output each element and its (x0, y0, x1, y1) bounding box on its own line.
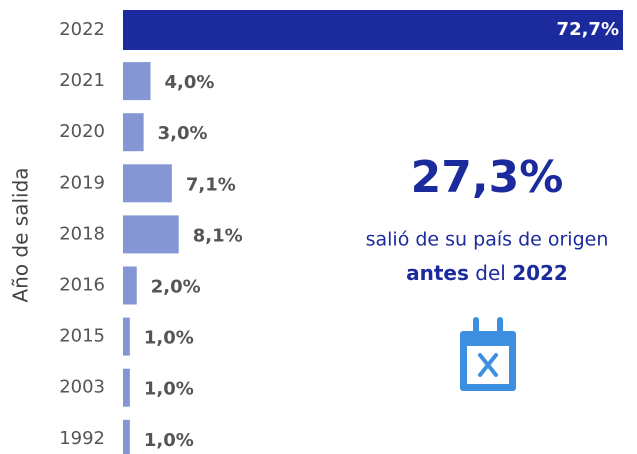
y-tick-label: 2020 (59, 121, 105, 142)
value-label: 1,0% (144, 379, 194, 400)
bar (123, 215, 179, 254)
y-tick-label: 2003 (59, 377, 105, 398)
bar (123, 10, 623, 50)
annotation-regular: del (475, 261, 506, 285)
annotation-bold: antes (406, 261, 469, 285)
y-tick-label: 2018 (59, 223, 105, 244)
bar (123, 164, 172, 203)
y-tick-label: 1992 (59, 428, 105, 449)
value-label: 7,1% (186, 174, 236, 195)
bar (123, 62, 151, 101)
bar (123, 266, 137, 305)
bar (123, 317, 130, 356)
annotation-text: salió de su país de origen (366, 229, 609, 251)
value-label: 3,0% (158, 123, 208, 144)
annotation-headline: 27,3% (411, 152, 564, 203)
value-label: 72,7% (557, 19, 619, 40)
y-tick-label: 2016 (59, 275, 105, 296)
axis-label: Año de salida (9, 167, 33, 302)
bar (123, 368, 130, 407)
y-tick-label: 2022 (59, 19, 105, 40)
bar (123, 419, 130, 454)
calendar-icon (460, 317, 516, 391)
y-tick-label: 2021 (59, 70, 105, 91)
value-label: 1,0% (144, 328, 194, 349)
value-label: 8,1% (193, 225, 243, 246)
y-tick-label: 2015 (59, 326, 105, 347)
bar (123, 113, 144, 152)
y-tick-label: 2019 (59, 172, 105, 193)
annotation-text: antes del 2022 (406, 261, 568, 285)
value-label: 4,0% (165, 72, 215, 93)
annotation-bold: 2022 (512, 261, 568, 285)
value-label: 1,0% (144, 430, 194, 451)
value-label: 2,0% (151, 277, 201, 298)
